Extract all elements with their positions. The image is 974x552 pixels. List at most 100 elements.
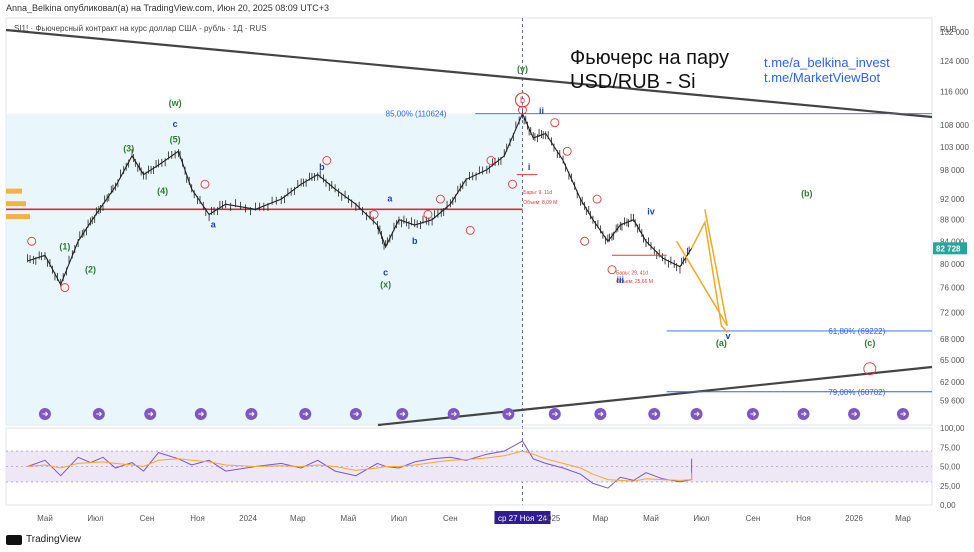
wave-label: (4) [157, 186, 168, 196]
brand-name: TradingView [26, 534, 82, 545]
x-tick-label: Мар [593, 514, 609, 523]
rsi-tick-label: 100,00 [940, 424, 965, 433]
x-tick-label: Июл [391, 514, 408, 523]
x-tick-label: Июл [87, 514, 104, 523]
wave-count-circle [369, 210, 379, 219]
fib-level-label: 85,00% (110624) [386, 110, 447, 119]
wave-label: iv [647, 206, 655, 216]
wave-label: ii [539, 106, 544, 116]
x-tick-label: ср 27 Ноя '24 [498, 514, 548, 523]
rsi-tick-label: 25,00 [940, 482, 961, 491]
title-line-2: USD/RUB - Si [570, 71, 696, 93]
x-tick-label: Ноя [190, 514, 205, 523]
rsi-tick-label: 0,00 [940, 501, 956, 510]
chart-title: Фьючерс на пару USD/RUB - Si [570, 46, 729, 94]
x-tick-label: Май [37, 514, 53, 523]
forecast-path [690, 219, 728, 333]
wave-label: i [528, 162, 531, 172]
forecast-channel-line [676, 240, 728, 327]
rsi-series-line [27, 440, 693, 489]
wave-count-circle [508, 179, 517, 189]
x-tick-label: Июл [693, 514, 710, 523]
x-tick-label: Май [341, 514, 357, 523]
wave-label: c [383, 268, 388, 278]
wave-label: a [211, 220, 217, 230]
x-tick-label: Мар [895, 514, 911, 523]
event-arrow-icon [900, 411, 907, 417]
symbol-line: SI1! · Фьючерсный контракт на курс долла… [14, 24, 267, 33]
event-arrow-icon [451, 411, 457, 417]
event-arrow-icon [302, 411, 309, 417]
wave-label: b [412, 236, 418, 246]
event-arrow-icon [801, 411, 807, 417]
telegram-links[interactable]: t.me/a_belkina_invest t.me/MarketViewBot [764, 55, 890, 85]
axes: 59 600 62 000 65 000 68 000 72 000 76 000 80 0… [37, 25, 969, 524]
wave-count-circle [465, 225, 475, 235]
rsi-panel [5, 427, 933, 506]
fib-level-label: 61,80% (69222) [828, 327, 885, 336]
x-tick-label: 2026 [845, 514, 863, 523]
y-tick-label: 92 000 [940, 195, 965, 204]
y-tick-label: 68 000 [940, 335, 965, 344]
lower-trendline [377, 365, 933, 427]
wave-count-circle [435, 194, 445, 204]
plot-area: 85,00% (110624) 61,80% (69222) 79,00% (607… [5, 17, 933, 505]
wave-label: (5) [170, 134, 181, 144]
forecast-channel-line [704, 209, 728, 326]
volume-annotation: Объем: 25,66 М [616, 279, 653, 285]
y-tick-label: 65 000 [940, 356, 965, 365]
wave-count-circle [580, 236, 590, 246]
x-tick-label: 2025 [543, 514, 561, 523]
wave-label: b [319, 162, 325, 172]
x-tick-label: Ноя [796, 514, 811, 523]
rsi-tick-label: 75,00 [940, 443, 961, 452]
y-tick-label: 124 000 [940, 57, 969, 66]
event-arrow-icon [651, 411, 658, 417]
event-arrow-icon [147, 411, 154, 417]
volume-profile-bar [6, 201, 26, 207]
y-tick-label: 98 000 [940, 166, 965, 175]
rsi-tick-label: 50,00 [940, 463, 961, 472]
volume-profile-bar [6, 188, 22, 194]
publish-header: Anna_Belkina опубликовал(а) на TradingVi… [6, 3, 329, 13]
rsi-series-line [27, 450, 693, 482]
link-invest[interactable]: t.me/a_belkina_invest [764, 55, 890, 70]
upper-trendline [5, 28, 933, 119]
wave-label: (x) [380, 280, 391, 290]
y-tick-label: 59 600 [940, 396, 965, 405]
y-tick-label: 88 000 [940, 216, 965, 225]
event-arrow-icon [198, 411, 205, 417]
event-arrow-icon [42, 411, 49, 417]
x-tick-label: Сен [443, 514, 458, 523]
link-bot[interactable]: t.me/MarketViewBot [764, 70, 881, 85]
x-tick-label: Сен [140, 514, 155, 523]
event-arrow-icon [353, 411, 360, 417]
x-tick-label: Сен [746, 514, 761, 523]
tradingview-logo-icon [6, 534, 22, 545]
y-tick-label: 72 000 [940, 309, 965, 318]
event-arrow-icon [96, 411, 103, 417]
wave-count-circle [60, 283, 70, 293]
x-tick-label: Мар [290, 514, 306, 523]
wave-label: a [387, 194, 393, 204]
wave-label: b [520, 95, 525, 105]
volume-profile-bar [6, 214, 30, 220]
wave-count-circle [550, 118, 560, 128]
y-tick-label: 132 000 [940, 28, 969, 37]
wave-label: (y) [517, 64, 528, 74]
wave-label: (3) [123, 143, 134, 153]
wave-count-circle [562, 146, 572, 156]
wave-label: (w) [169, 98, 182, 108]
y-tick-label: 116 000 [940, 88, 969, 97]
event-arrow-icon [750, 411, 757, 417]
footer-brand[interactable]: TradingView [6, 534, 81, 545]
wave-label: iii [617, 275, 625, 285]
wave-label: (b) [801, 189, 813, 199]
event-arrow-icon [694, 411, 700, 417]
wave-count-circle [592, 194, 602, 204]
currency-label: RUB [940, 25, 957, 34]
wave-count-circle [863, 362, 877, 376]
wave-label: (c) [864, 338, 875, 348]
bars-annotation: Бары: 29, 41d [616, 270, 648, 276]
